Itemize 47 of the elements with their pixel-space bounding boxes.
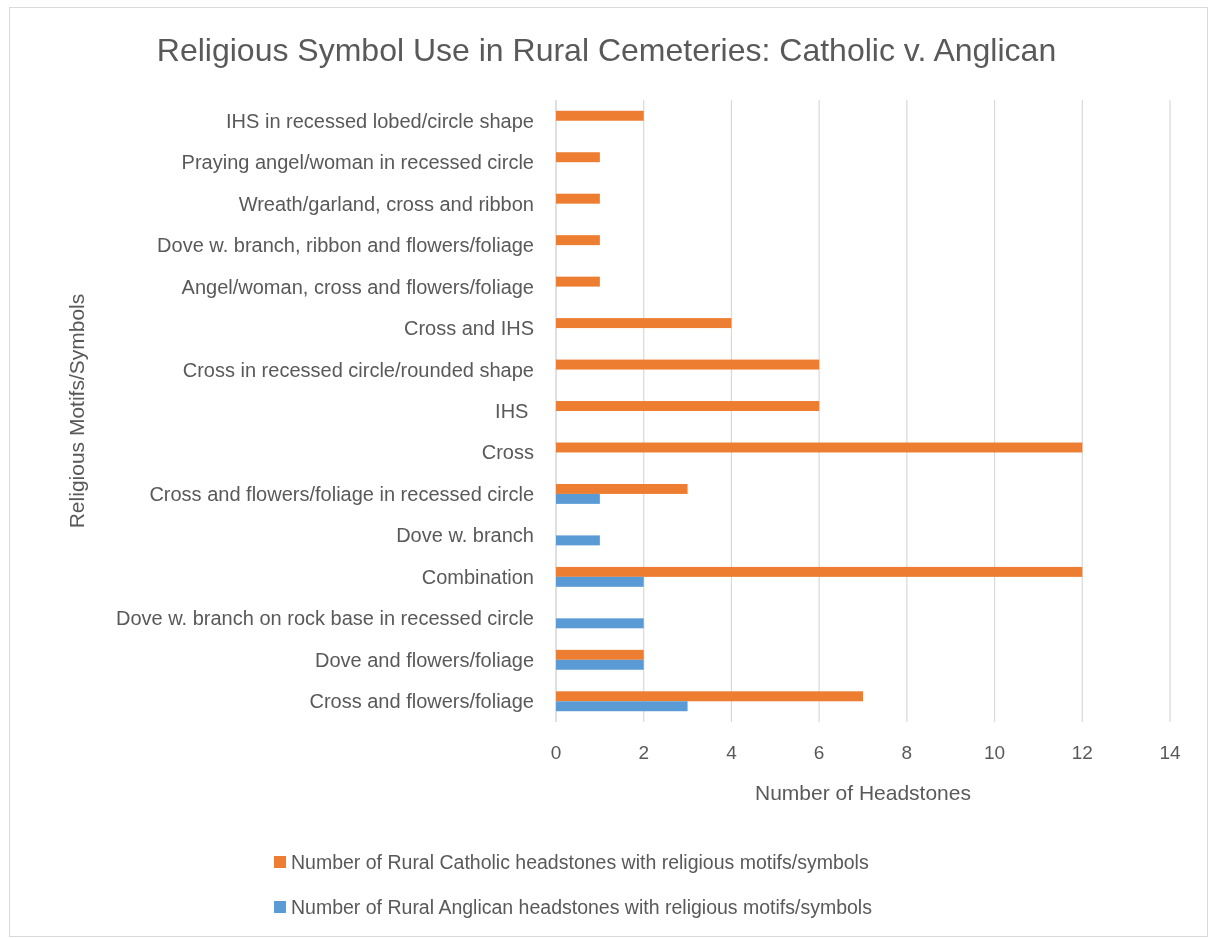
bar — [556, 659, 644, 670]
bar — [556, 110, 644, 121]
bar — [556, 152, 600, 163]
y-tick-label: IHS — [495, 400, 534, 422]
y-tick-label: Dove and flowers/foliage — [314, 648, 534, 671]
y-tick-label: Cross and IHS — [403, 317, 534, 340]
legend-label: Number of Rural Catholic headstones with religious motifs/symbols — [291, 851, 869, 873]
x-tick-label: 4 — [726, 741, 738, 763]
x-tick-label: 10 — [984, 741, 1006, 763]
y-tick-label: Combination — [421, 565, 534, 588]
y-tick-label: IHS in recessed lobed/circle shape — [226, 109, 534, 132]
y-tick-label: Cross and flowers/foliage in recessed circle — [149, 482, 534, 505]
bar — [556, 483, 688, 494]
x-tick-label: 8 — [901, 741, 913, 763]
y-tick-label: Wreath/garland, cross and ribbon — [238, 192, 534, 215]
y-tick-label: Cross and flowers/foliage — [309, 690, 534, 713]
y-tick-label: Praying angel/woman in recessed circle — [181, 151, 534, 174]
bar — [556, 493, 600, 504]
chart-title: Religious Symbol Use in Rural Cemeteries: Catholic v. Anglican — [156, 32, 1057, 68]
x-tick-label: 2 — [638, 741, 649, 763]
y-tick-label: Angel/woman, cross and flowers/foliage — [181, 275, 534, 298]
bar — [556, 318, 732, 329]
x-tick-label: 6 — [813, 741, 825, 763]
bar — [556, 701, 688, 712]
bar — [556, 691, 863, 702]
x-tick-label: 12 — [1071, 741, 1093, 763]
bar — [556, 535, 600, 546]
bar — [556, 442, 1083, 453]
bar — [556, 276, 600, 287]
y-tick-label: Dove w. branch, ribbon and flowers/foliage — [157, 234, 534, 257]
bar — [556, 618, 644, 629]
x-axis-title: Number of Headstones — [755, 780, 971, 804]
legend-label: Number of Rural Anglican headstones with religious motifs/symbols — [291, 896, 873, 918]
bar — [556, 566, 1083, 577]
x-tick-label: 14 — [1159, 741, 1181, 763]
bar — [556, 235, 600, 246]
bar — [556, 401, 820, 411]
bar — [556, 649, 644, 660]
x-tick-label: 0 — [550, 741, 562, 763]
bar — [556, 359, 820, 370]
y-tick-label: Cross — [481, 441, 534, 464]
y-tick-label: Dove w. branch — [396, 524, 534, 547]
bar — [556, 193, 600, 204]
y-tick-label: Cross in recessed circle/rounded shape — [182, 358, 534, 381]
y-tick-label: Dove w. branch on rock base in recessed circle — [116, 607, 534, 630]
bar — [556, 576, 644, 587]
y-axis-title: Religious Motifs/Symbols — [64, 293, 88, 529]
